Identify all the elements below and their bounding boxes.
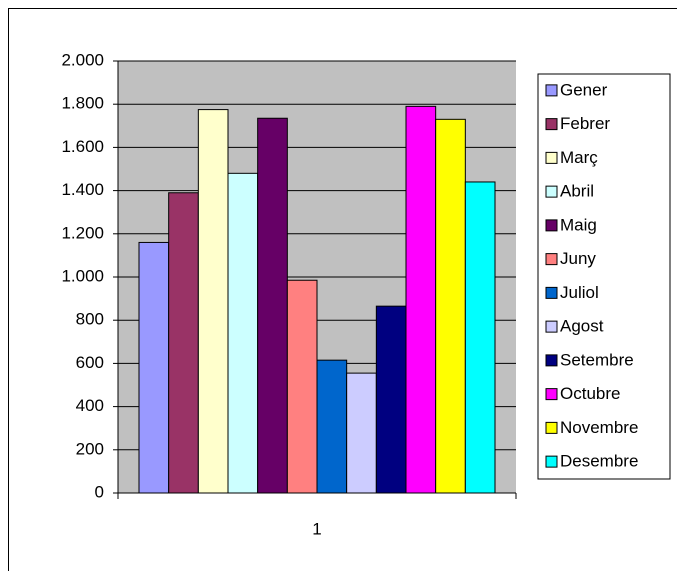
y-tick-label: 1.200 xyxy=(61,223,104,242)
x-tick-label: 1 xyxy=(312,519,321,538)
legend-label: Desembre xyxy=(560,452,638,471)
y-tick-label: 800 xyxy=(76,310,104,329)
bar xyxy=(316,359,348,494)
legend-label: Gener xyxy=(560,80,608,99)
y-tick-label: 1.800 xyxy=(61,94,104,113)
legend-label: Febrer xyxy=(560,114,610,133)
legend-swatch xyxy=(545,185,558,198)
y-tick-label: 1.400 xyxy=(61,180,104,199)
legend-swatch xyxy=(545,118,558,131)
legend-label: Setembre xyxy=(560,350,634,369)
legend-swatch xyxy=(545,151,558,164)
legend-label: Juny xyxy=(560,249,596,268)
bar xyxy=(227,172,259,494)
legend-box xyxy=(537,73,671,480)
legend-swatch xyxy=(545,354,558,367)
bar xyxy=(168,192,199,494)
bar xyxy=(138,241,170,494)
legend-label: Octubre xyxy=(560,384,620,403)
legend-label: Juliol xyxy=(560,283,599,302)
legend-swatch xyxy=(545,84,558,97)
bar xyxy=(405,105,437,494)
bar xyxy=(375,305,407,494)
y-tick-label: 0 xyxy=(95,482,104,501)
bar xyxy=(346,372,377,494)
bar xyxy=(257,117,288,494)
legend-label: Març xyxy=(560,148,598,167)
legend-swatch xyxy=(545,286,558,299)
legend-label: Abril xyxy=(560,182,594,201)
legend-swatch xyxy=(545,253,558,266)
y-tick-label: 1.000 xyxy=(61,266,104,285)
legend-label: Agost xyxy=(560,317,604,336)
y-tick-label: 400 xyxy=(76,396,104,415)
bar xyxy=(435,118,466,494)
bar xyxy=(464,181,496,494)
legend-swatch xyxy=(545,320,558,333)
y-tick-label: 200 xyxy=(76,439,104,458)
y-tick-label: 1.600 xyxy=(61,137,104,156)
legend-swatch xyxy=(545,219,558,232)
legend-swatch xyxy=(545,455,558,468)
legend-label: Novembre xyxy=(560,418,638,437)
y-tick-label: 2.000 xyxy=(61,50,104,69)
bar xyxy=(286,279,318,494)
bar xyxy=(197,109,229,494)
legend-swatch xyxy=(545,388,558,401)
legend-swatch xyxy=(545,421,558,434)
y-tick-label: 600 xyxy=(76,353,104,372)
legend-label: Maig xyxy=(560,215,597,234)
